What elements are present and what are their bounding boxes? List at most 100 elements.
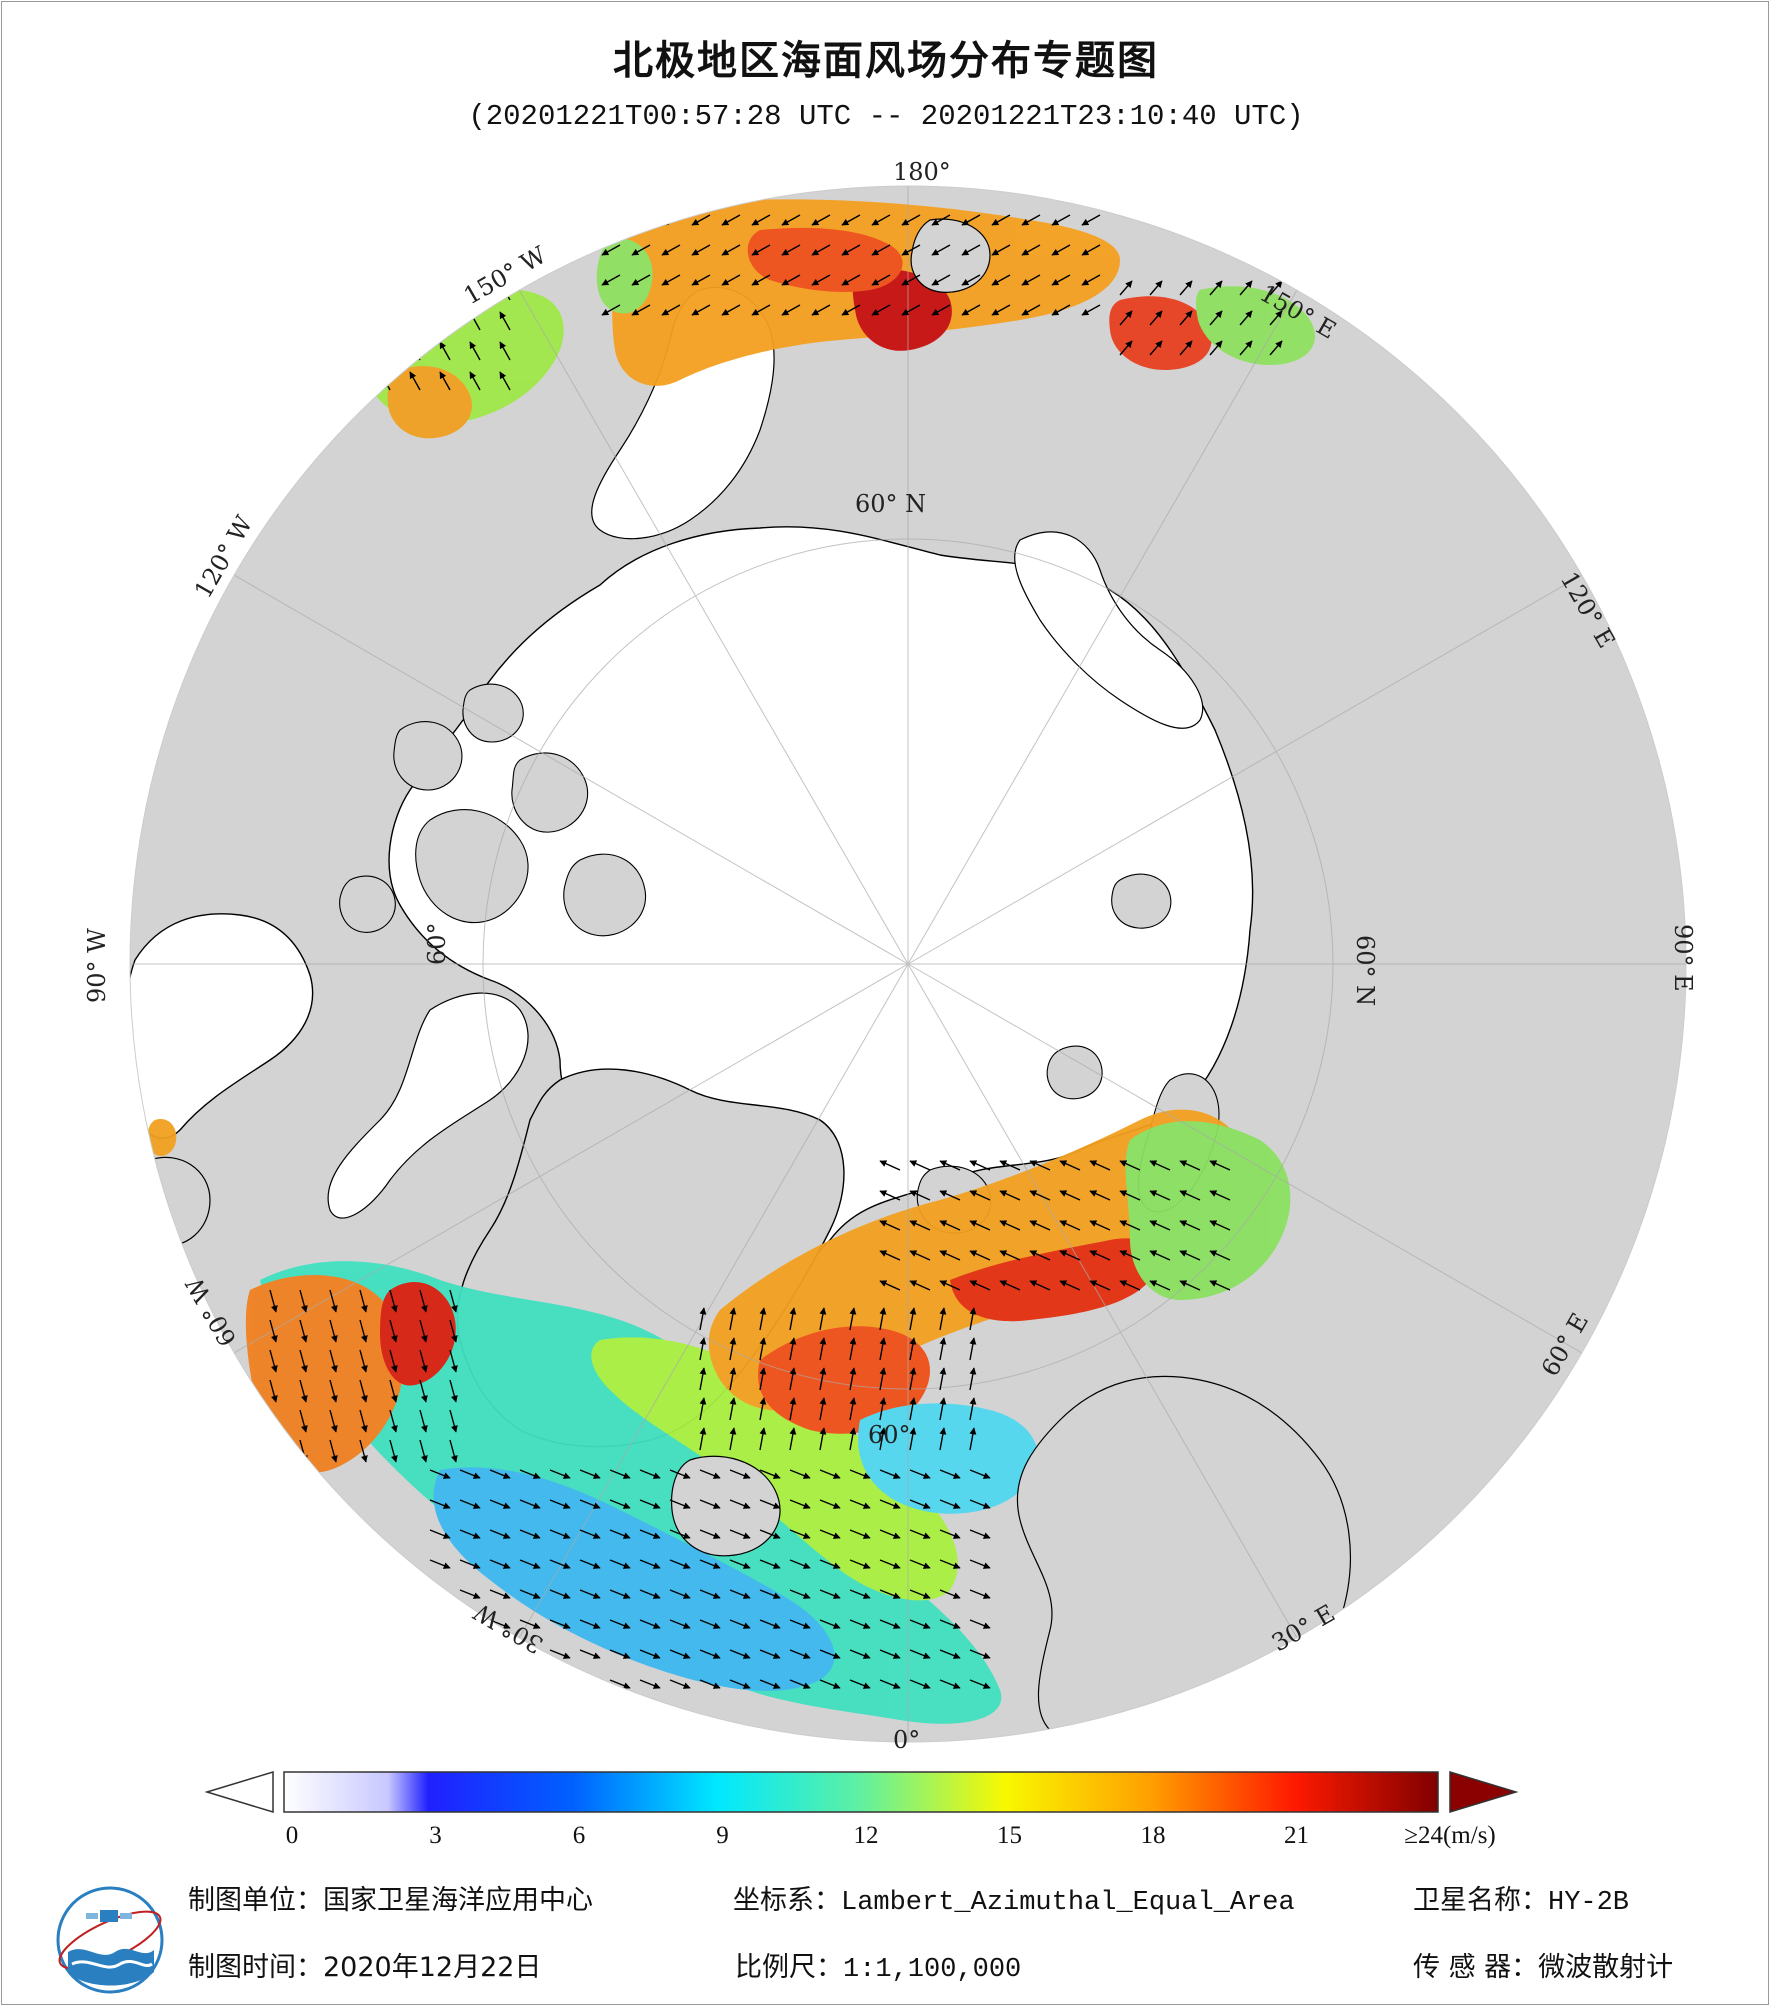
wind-arrow [359, 1379, 368, 1403]
wind-arrow [631, 214, 651, 226]
wind-arrow [661, 274, 681, 286]
wind-arrow [909, 1499, 931, 1509]
wind-arrow [299, 1379, 308, 1403]
wind-arrow [849, 1559, 871, 1569]
wind-arrow [759, 1619, 781, 1629]
wind-arrow [1059, 1220, 1081, 1231]
colorbar-tick-8: ≥24(m/s) [1404, 1822, 1496, 1849]
wind-arrow [759, 1337, 767, 1361]
wind-arrow [819, 1427, 827, 1451]
wind-arrow [969, 1250, 991, 1261]
wind-arrow [489, 1589, 511, 1599]
wind-arrow [909, 1250, 931, 1261]
wind-arrow [449, 1319, 458, 1343]
wind-arrow [609, 1649, 631, 1659]
graticule [130, 186, 1686, 1742]
wind-arrow [729, 1679, 751, 1689]
wind-arrow [811, 304, 831, 316]
wind-arrow [759, 1649, 781, 1659]
wind-arrow [1029, 1190, 1051, 1201]
wind-arrow [519, 1469, 541, 1479]
wind-arrow [639, 1619, 661, 1629]
wind-arrow [449, 1349, 458, 1373]
page-title: 北极地区海面风场分布专题图 [613, 38, 1159, 84]
wind-arrow [639, 1469, 661, 1479]
footer-coord: 坐标系：Lambert_Azimuthal_Equal_Area [733, 1878, 1295, 1918]
wind-arrow [1081, 304, 1101, 316]
wind-arrow [789, 1427, 797, 1451]
wind-arrow [409, 371, 421, 391]
colorbar-under-triangle [204, 1770, 274, 1814]
wind-arrow [609, 1589, 631, 1599]
footer-sensor-value: 微波散射计 [1538, 1952, 1674, 1983]
wind-arrow [1021, 304, 1041, 316]
wind-arrow [1029, 1160, 1051, 1171]
colorbar-tick-1: 3 [429, 1822, 442, 1849]
wind-arrow [1209, 1250, 1231, 1261]
wind-arrow [1119, 310, 1133, 326]
wind-arrow [969, 1529, 991, 1539]
footer-scale: 比例尺：1:1,100,000 [735, 1945, 1021, 1985]
wind-arrow [849, 1397, 857, 1421]
wind-arrow [459, 1499, 481, 1509]
wind-arrow [849, 1367, 857, 1391]
wind-arrow [991, 274, 1011, 286]
wind-arrow [579, 1679, 601, 1689]
wind-arrow [789, 1679, 811, 1689]
wind-arrow [909, 1589, 931, 1599]
wind-arrow [811, 214, 831, 226]
time-range: (20201221T00:57:28 UTC -- 20201221T23:10… [468, 100, 1304, 133]
colorbar-tick-6: 18 [1140, 1822, 1166, 1849]
wind-arrow [549, 1529, 571, 1539]
wind-arrow [1179, 280, 1193, 296]
wind-arrow [939, 1427, 947, 1451]
wind-arrow [819, 1469, 841, 1479]
wind-arrow [669, 1649, 691, 1659]
wind-arrow [1119, 280, 1133, 296]
wind-arrow [359, 1409, 368, 1433]
wind-arrow [1119, 1160, 1141, 1171]
wind-arrow [1089, 1220, 1111, 1231]
colorbar-tick-0: 0 [285, 1822, 299, 1849]
wind-arrow [669, 1559, 691, 1569]
wind-arrow [991, 214, 1011, 226]
wind-arrow [939, 1499, 961, 1509]
wind-arrow [519, 1589, 541, 1599]
wind-arrow [429, 1559, 451, 1569]
footer-sat-label: 卫星名称： [1413, 1885, 1548, 1916]
wind-arrow [939, 1589, 961, 1599]
wind-arrow [459, 1679, 481, 1689]
wind-arrow [1059, 1280, 1081, 1291]
wind-arrow [1021, 244, 1041, 256]
wind-arrow [579, 1499, 601, 1509]
wind-arrow [549, 1649, 571, 1659]
wind-arrow [269, 1289, 278, 1313]
wind-arrow [1029, 1250, 1051, 1261]
wind-arrow [519, 1619, 541, 1629]
wind-arrow [879, 1397, 887, 1421]
wind-arrow [819, 1307, 827, 1331]
wind-arrow [669, 1499, 691, 1509]
footer-time-label: 制图时间： [188, 1952, 323, 1983]
wind-arrow [781, 274, 801, 286]
wind-arrow [519, 1529, 541, 1539]
wind-arrow [429, 1469, 451, 1479]
wind-arrow [1239, 280, 1253, 296]
wind-arrow [1149, 1220, 1171, 1231]
wind-arrow [1059, 1250, 1081, 1261]
wind-arrow [939, 1160, 961, 1171]
lon-label-180: 180° [893, 158, 951, 186]
wind-arrow [969, 1589, 991, 1599]
wind-arrow [489, 1679, 511, 1689]
wind-arrow [909, 1307, 917, 1331]
wind-arrow [1081, 214, 1101, 226]
wind-arrow [969, 1190, 991, 1201]
wind-arrow [789, 1649, 811, 1659]
wind-arrow [601, 274, 621, 286]
wind-arrow [1149, 1160, 1171, 1171]
wind-arrow [819, 1499, 841, 1509]
wind-arrow [811, 244, 831, 256]
wind-arrow [269, 1439, 278, 1463]
